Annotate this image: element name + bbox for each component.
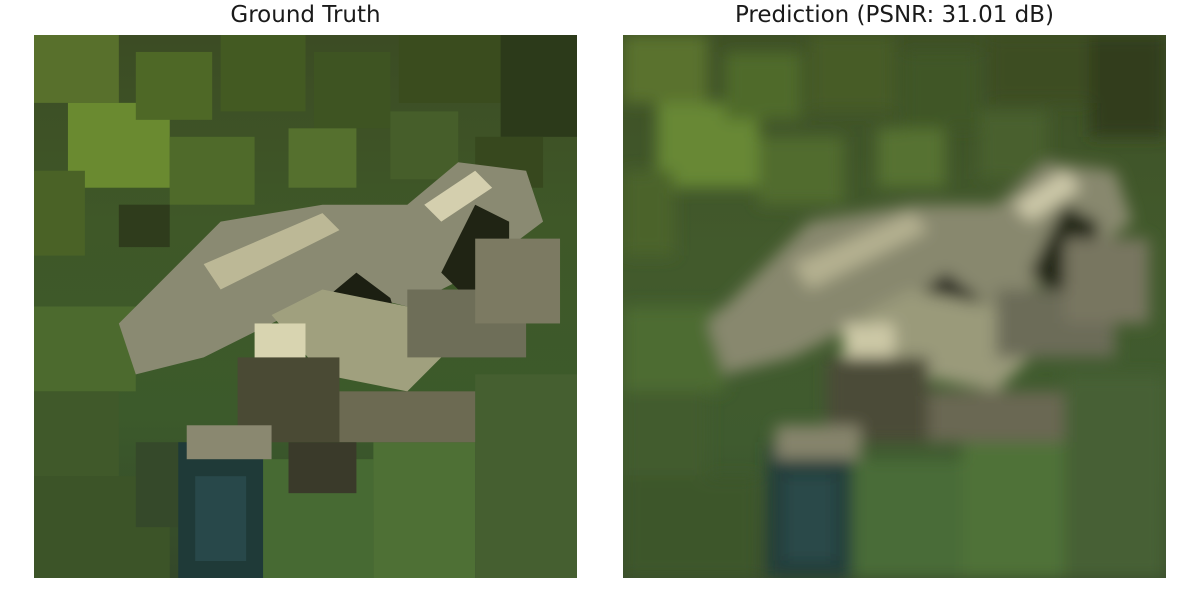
bridge bbox=[118, 162, 561, 494]
foliage-bottom bbox=[623, 306, 1166, 578]
river bbox=[767, 442, 853, 578]
foliage-top bbox=[34, 35, 577, 256]
prediction-image bbox=[623, 35, 1166, 578]
ground-truth-title: Ground Truth bbox=[230, 2, 381, 28]
bridge bbox=[707, 162, 1150, 460]
ground-truth-image bbox=[34, 35, 577, 578]
prediction-title: Prediction (PSNR: 31.01 dB) bbox=[734, 2, 1055, 28]
river bbox=[178, 442, 264, 578]
foliage-top bbox=[623, 35, 1166, 256]
